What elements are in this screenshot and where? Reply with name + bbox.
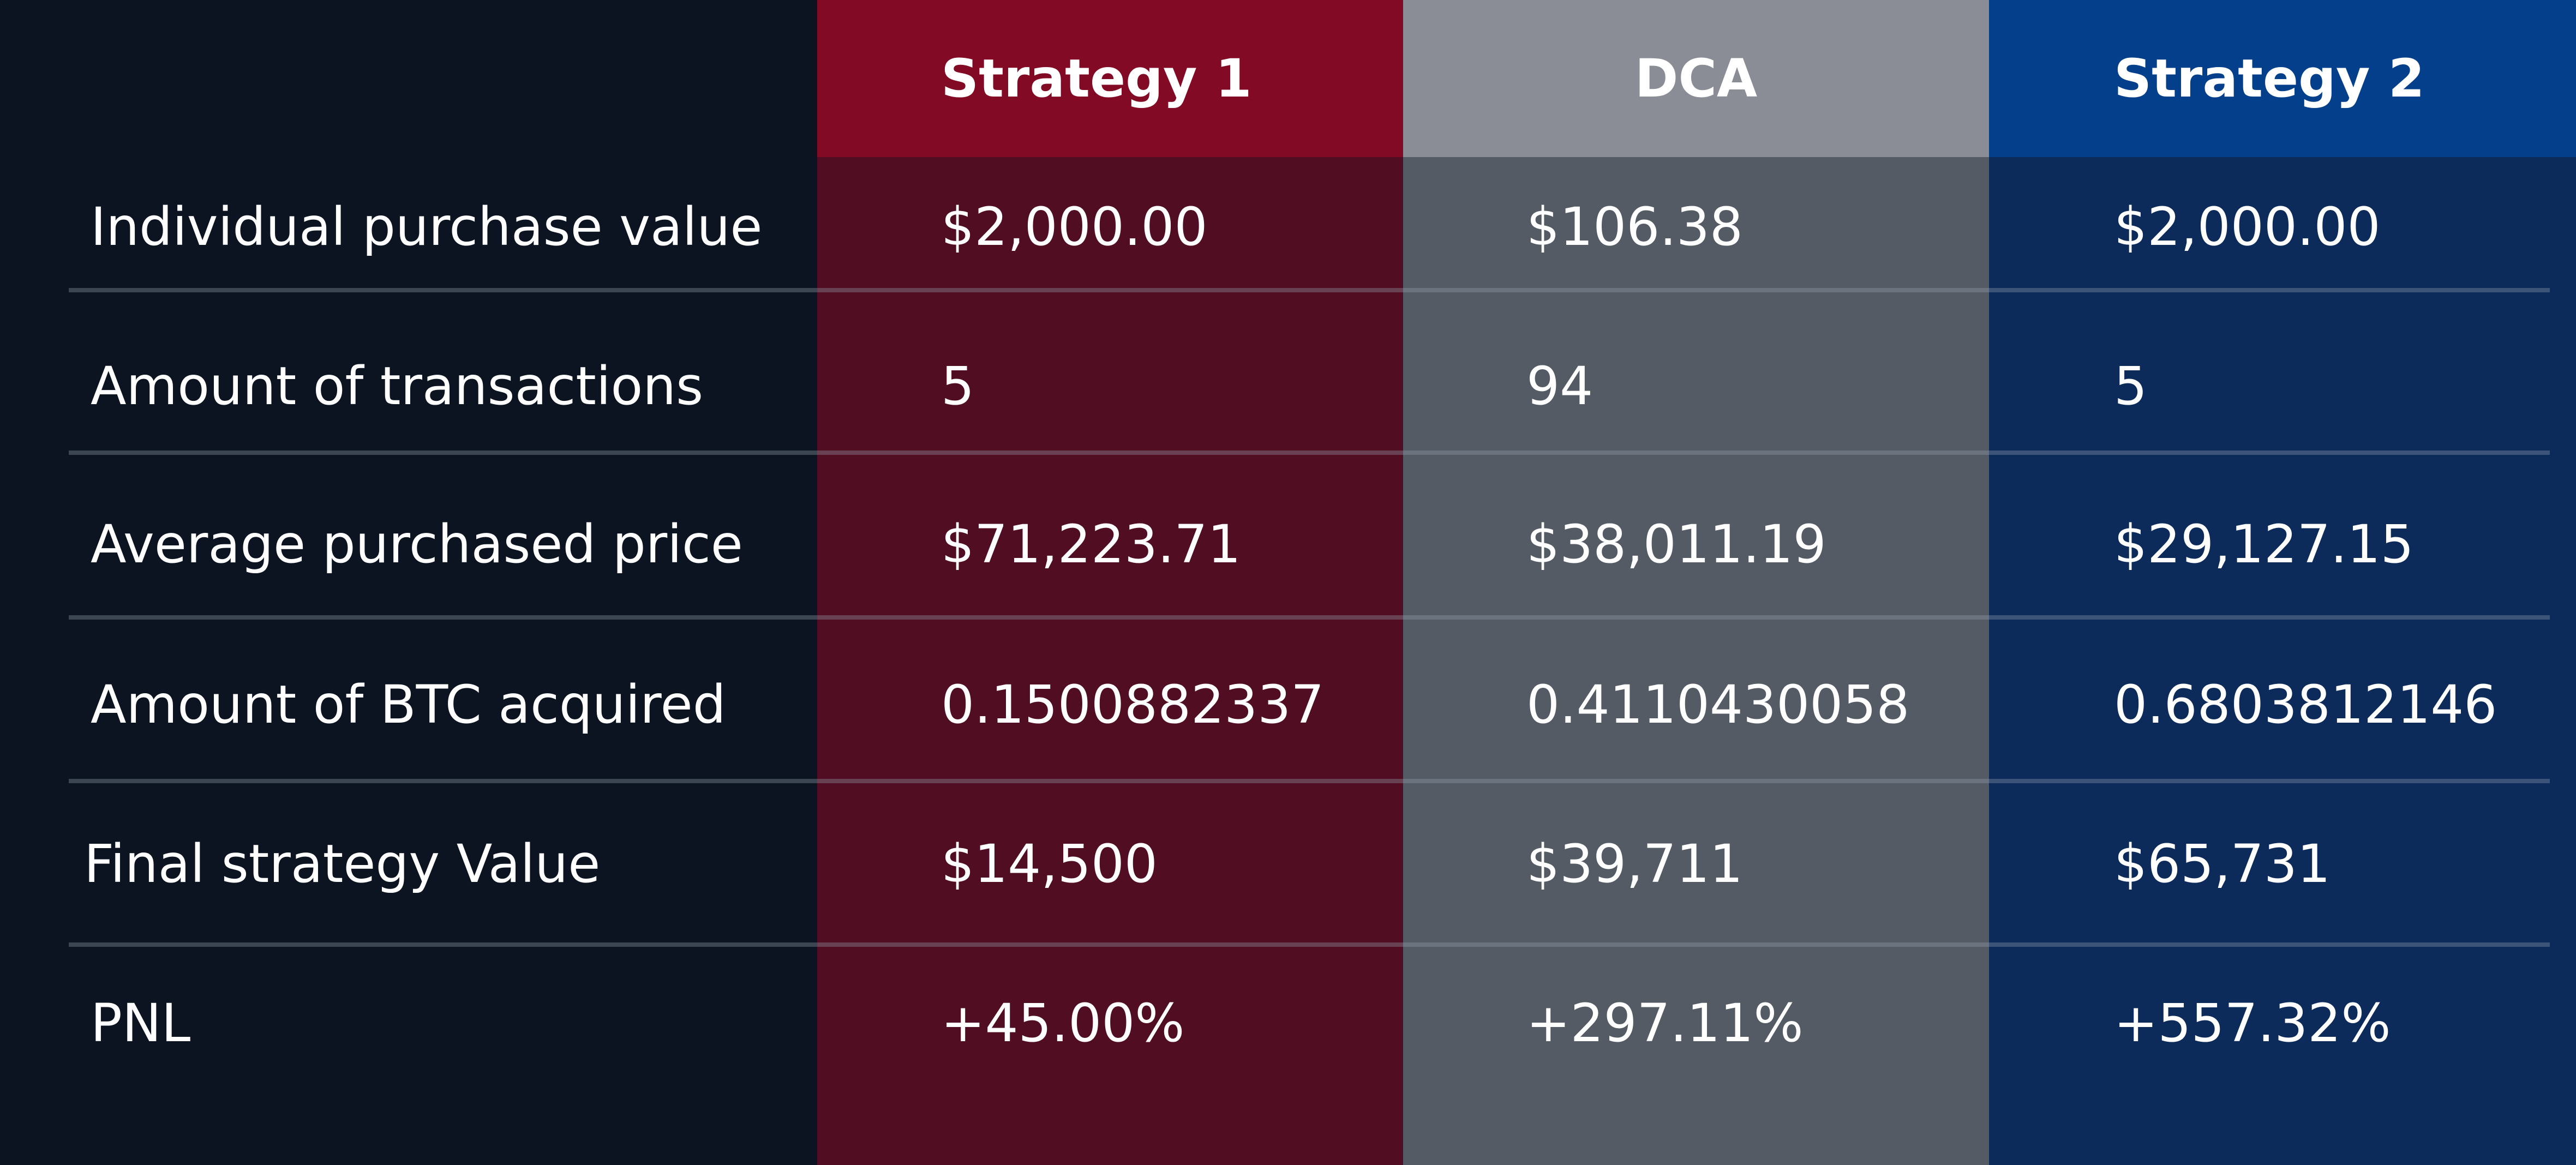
cell-dca-average-purchased-price: $38,011.19 — [1526, 514, 1826, 575]
dca-column — [1403, 0, 1989, 1165]
strategy-2-header — [1989, 0, 2576, 157]
row-label-pnl: PNL — [91, 993, 191, 1054]
dca-header — [1403, 0, 1989, 157]
row-divider — [69, 451, 2550, 455]
cell-dca-pnl: +297.11% — [1526, 993, 1804, 1054]
cell-dca-amount-of-btc-acquired: 0.4110430058 — [1526, 674, 1910, 735]
cell-strategy-2-pnl: +557.32% — [2114, 993, 2391, 1054]
cell-strategy-1-final-strategy-value: $14,500 — [941, 833, 1158, 894]
strategy-1-header — [817, 0, 1403, 157]
row-label-amount-of-btc-acquired: Amount of BTC acquired — [91, 674, 726, 735]
column-header-strategy-2: Strategy 2 — [2114, 48, 2425, 109]
row-divider — [69, 779, 2550, 783]
column-header-strategy-1: Strategy 1 — [941, 48, 1252, 109]
row-label-final-strategy-value: Final strategy Value — [84, 833, 601, 894]
cell-strategy-1-pnl: +45.00% — [941, 993, 1185, 1054]
row-label-amount-of-transactions: Amount of transactions — [91, 356, 704, 417]
cell-dca-final-strategy-value: $39,711 — [1526, 833, 1743, 894]
cell-strategy-2-amount-of-transactions: 5 — [2114, 356, 2148, 417]
strategy-1-column — [817, 0, 1403, 1165]
cell-strategy-1-individual-purchase-value: $2,000.00 — [941, 196, 1208, 257]
row-divider — [69, 288, 2550, 292]
strategy-2-column — [1989, 0, 2576, 1165]
row-label-individual-purchase-value: Individual purchase value — [91, 196, 763, 257]
cell-strategy-1-amount-of-transactions: 5 — [941, 356, 975, 417]
row-divider — [69, 942, 2550, 947]
row-divider — [69, 615, 2550, 620]
cell-strategy-1-amount-of-btc-acquired: 0.1500882337 — [941, 674, 1325, 735]
cell-strategy-1-average-purchased-price: $71,223.71 — [941, 514, 1241, 575]
cell-dca-individual-purchase-value: $106.38 — [1526, 196, 1743, 257]
cell-strategy-2-final-strategy-value: $65,731 — [2114, 833, 2331, 894]
cell-strategy-2-individual-purchase-value: $2,000.00 — [2114, 196, 2381, 257]
cell-strategy-2-amount-of-btc-acquired: 0.6803812146 — [2114, 674, 2497, 735]
row-label-average-purchased-price: Average purchased price — [91, 514, 743, 575]
cell-strategy-2-average-purchased-price: $29,127.15 — [2114, 514, 2414, 575]
cell-dca-amount-of-transactions: 94 — [1526, 356, 1593, 417]
column-header-dca: DCA — [1634, 48, 1758, 109]
